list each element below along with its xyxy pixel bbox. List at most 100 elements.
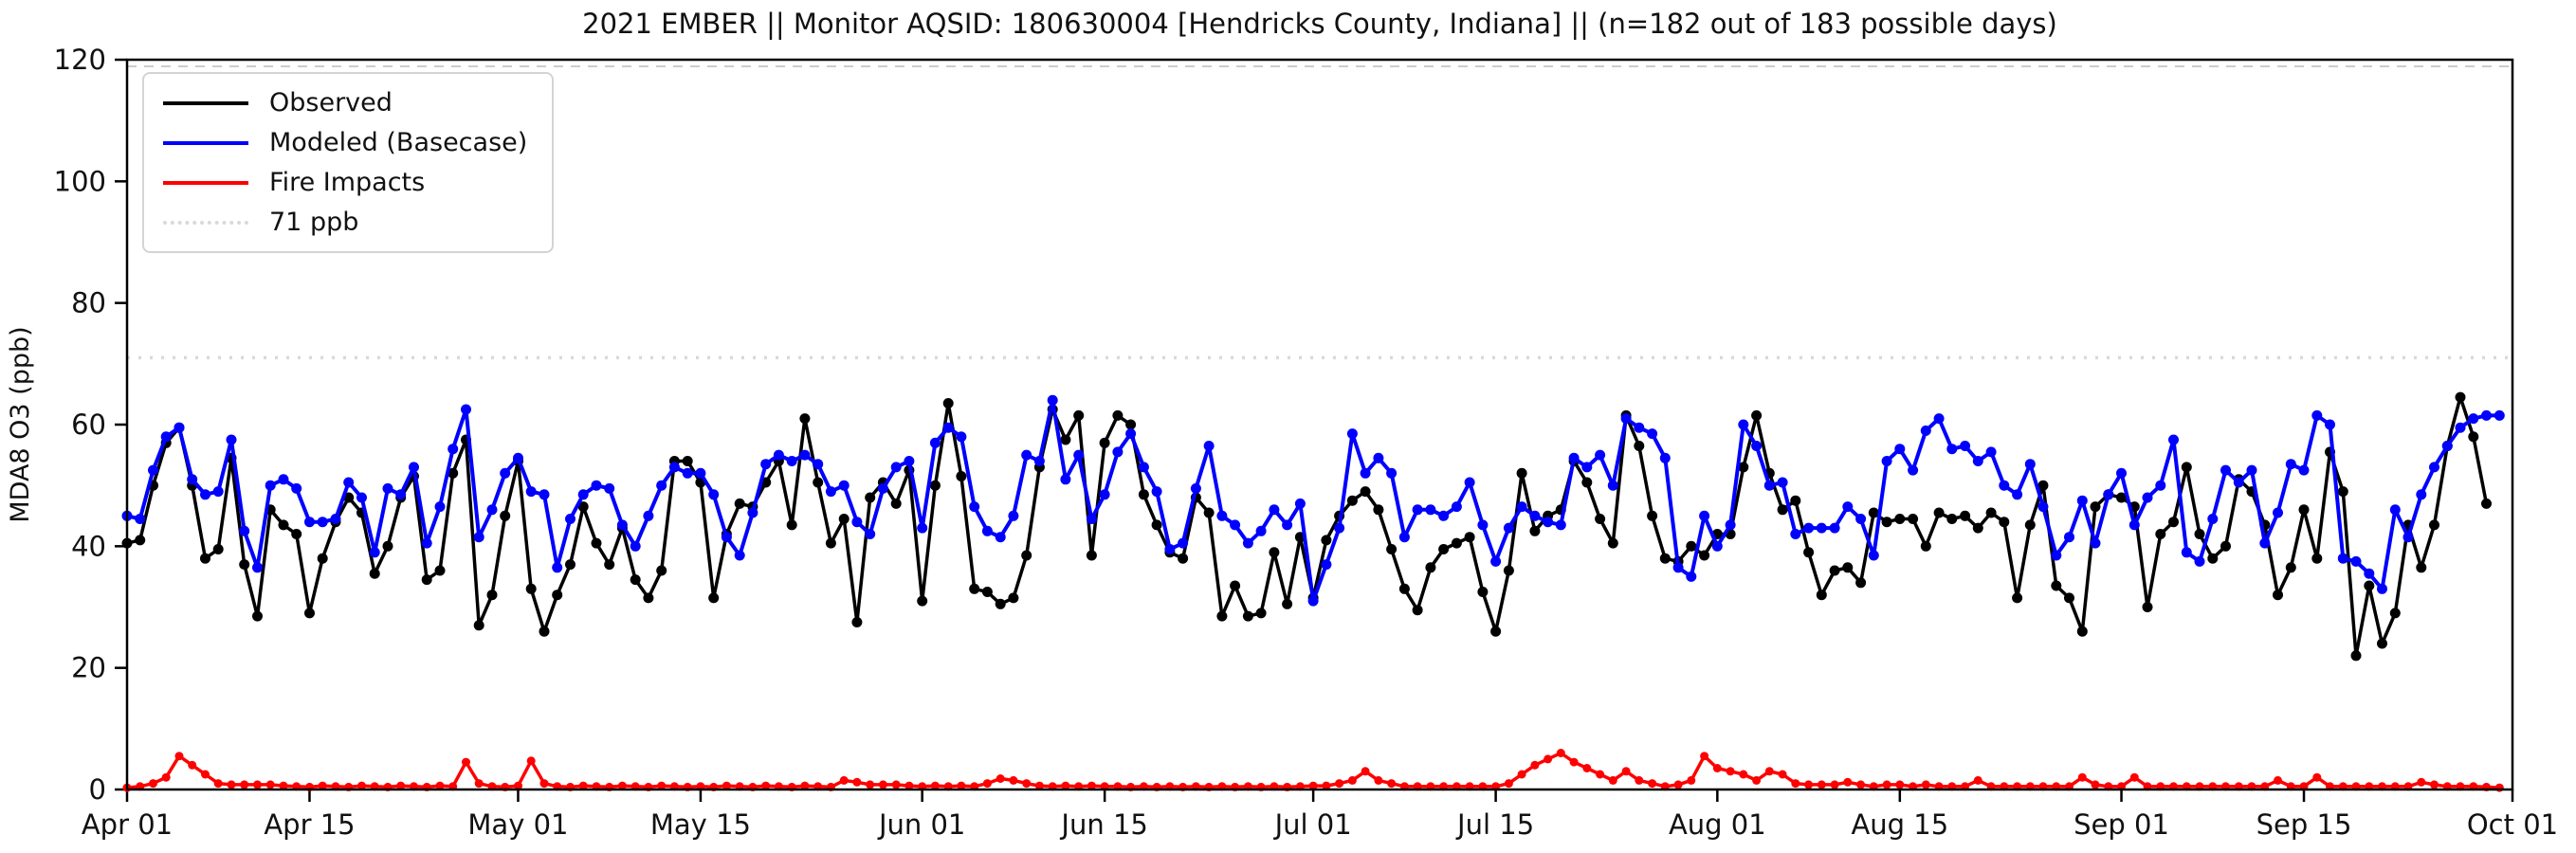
series-marker [2389, 504, 2401, 516]
series-marker [2077, 772, 2087, 782]
series-marker [2311, 409, 2323, 421]
series-marker [239, 559, 250, 571]
series-marker [2012, 592, 2023, 604]
series-marker [435, 781, 445, 790]
series-marker [2298, 504, 2310, 516]
series-marker [1620, 413, 1632, 425]
series-marker [1791, 779, 1800, 789]
x-tick-label: May 15 [650, 808, 751, 841]
series-marker [2220, 464, 2231, 476]
series-marker [1412, 504, 1423, 516]
series-marker [1464, 532, 1475, 543]
series-marker [2168, 517, 2179, 528]
series-marker [1933, 413, 1945, 425]
series-marker [409, 462, 419, 473]
series-marker [577, 489, 589, 500]
series-marker [2259, 537, 2271, 549]
series-marker [982, 779, 992, 789]
series-marker [1347, 775, 1357, 785]
series-marker [330, 514, 341, 524]
series-marker [734, 550, 745, 561]
series-marker [1386, 544, 1398, 554]
series-marker [800, 781, 810, 790]
series-marker [1529, 525, 1541, 536]
series-marker [1648, 779, 1657, 789]
series-marker [1672, 562, 1684, 573]
series-marker [2377, 638, 2387, 649]
legend-line-swatch [163, 180, 248, 185]
series-marker [1073, 449, 1085, 461]
series-marker [1803, 547, 1815, 558]
series-marker [1764, 767, 1774, 776]
x-tick-label: Jun 01 [877, 808, 965, 841]
series-marker [1647, 428, 1658, 440]
series-marker [878, 780, 887, 789]
series-marker [1203, 441, 1215, 451]
series-marker [1634, 441, 1645, 451]
series-marker [1881, 517, 1892, 528]
series-marker [1490, 626, 1502, 637]
series-marker [1451, 501, 1462, 513]
series-marker [1778, 770, 1787, 779]
series-marker [1008, 510, 1019, 521]
series-marker [448, 444, 459, 455]
series-marker [2364, 568, 2375, 579]
series-marker [1008, 592, 1019, 604]
series-marker [1138, 489, 1149, 500]
series-marker [1164, 544, 1176, 554]
series-marker [161, 772, 171, 782]
series-marker [747, 507, 758, 518]
series-marker [2194, 555, 2205, 567]
series-marker [278, 474, 289, 485]
series-marker [525, 583, 537, 594]
series-marker [1659, 452, 1671, 463]
series-marker [1595, 449, 1606, 461]
y-tick-label: 60 [71, 408, 106, 441]
series-marker [2441, 441, 2453, 451]
series-marker [591, 480, 602, 491]
series-marker [2064, 532, 2074, 543]
series-marker [2337, 553, 2348, 564]
series-marker [2430, 780, 2439, 789]
series-marker [1529, 510, 1541, 521]
series-marker [1777, 477, 1788, 488]
series-marker [2037, 480, 2049, 491]
series-marker [2455, 422, 2466, 433]
series-marker [434, 501, 446, 513]
series-marker [682, 456, 693, 466]
series-marker [212, 544, 224, 554]
series-marker [2090, 537, 2101, 549]
series-marker [565, 559, 575, 571]
series-marker [2076, 626, 2088, 637]
series-marker [1047, 394, 1058, 406]
series-marker [2207, 553, 2219, 564]
series-marker [1255, 525, 1267, 536]
series-marker [252, 562, 263, 573]
series-marker [996, 774, 1005, 783]
series-marker [1556, 749, 1565, 757]
series-marker [1790, 529, 1801, 539]
series-marker [1269, 547, 1280, 558]
series-marker [565, 514, 575, 524]
series-marker [357, 781, 366, 790]
series-marker [1751, 441, 1763, 451]
series-marker [1216, 610, 1228, 622]
series-marker [2142, 492, 2153, 503]
series-marker [890, 498, 902, 509]
series-marker [2429, 519, 2439, 531]
series-marker [2416, 562, 2427, 573]
series-marker [1920, 425, 1931, 436]
legend-line-swatch [163, 140, 248, 145]
series-marker [200, 489, 210, 500]
x-tick-label: Jul 01 [1273, 808, 1352, 841]
series-marker [2311, 553, 2323, 564]
series-marker [1673, 780, 1683, 789]
series-marker [2417, 777, 2426, 787]
series-marker [317, 553, 328, 564]
series-marker [657, 781, 667, 790]
series-marker [1868, 507, 1879, 518]
series-marker [356, 492, 367, 503]
series-marker [421, 537, 432, 549]
series-marker [2220, 540, 2231, 552]
series-marker [1308, 781, 1318, 790]
